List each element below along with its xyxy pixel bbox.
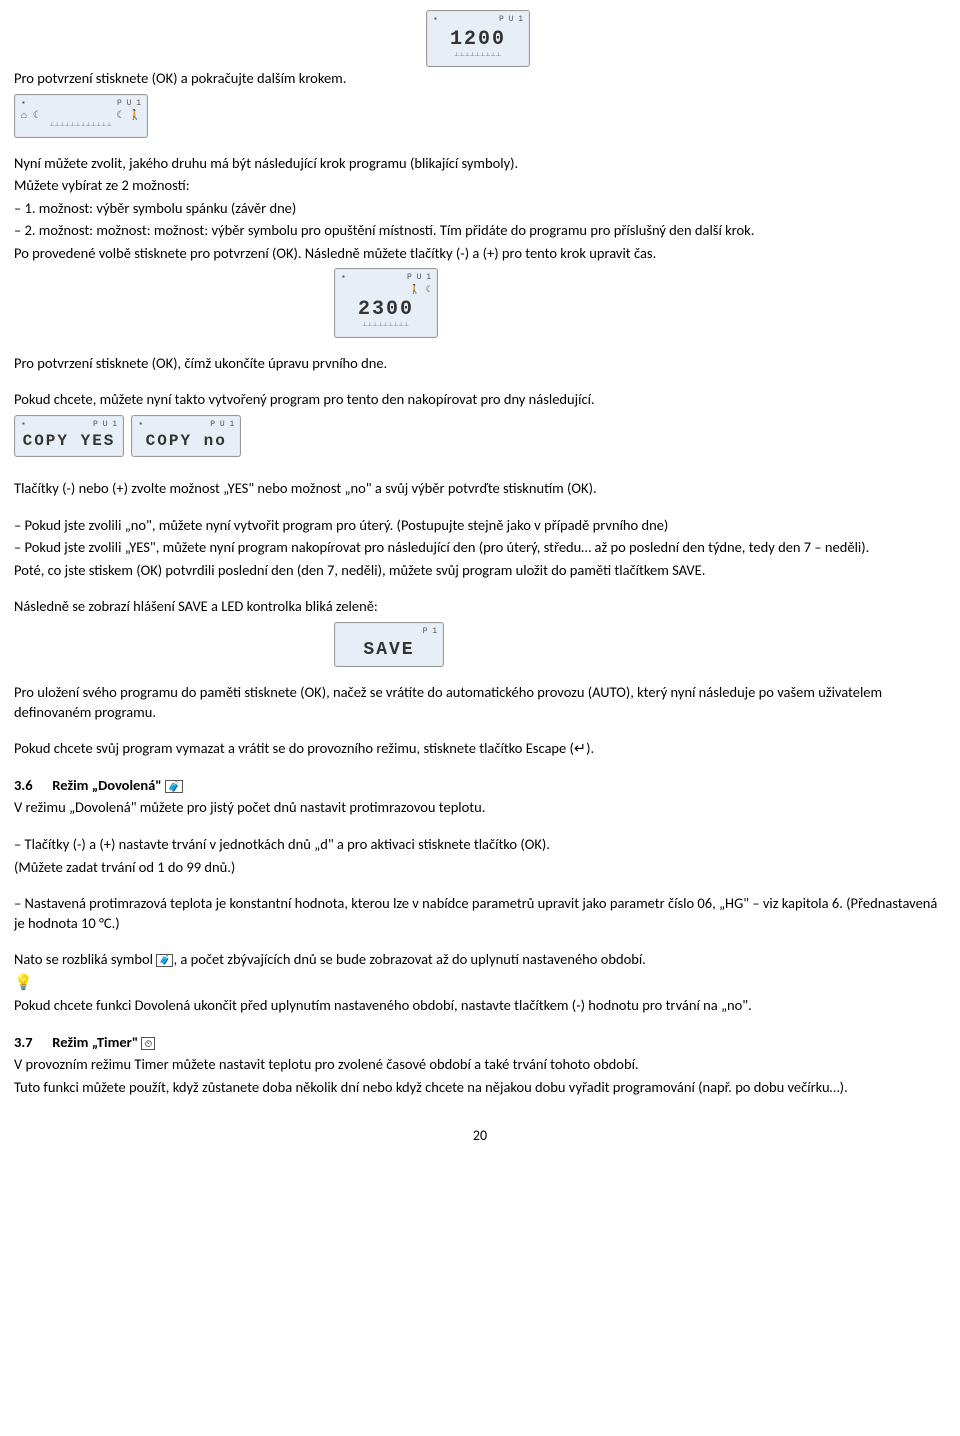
lcd-display-icons: ▪ P U 1 ⌂ ☾ ☾ 🚶 ┴┴┴┴┴┴┴┴┴┴┴┴ <box>14 94 148 138</box>
lcd-value: COPY YES <box>21 431 117 453</box>
lcd-badge: P U 1 <box>117 99 141 110</box>
lcd-badge: P U 1 <box>407 273 431 284</box>
section-number: 3.7 <box>14 1033 33 1051</box>
lcd-badge: P 1 <box>423 627 437 638</box>
lcd-ruler: ┴┴┴┴┴┴┴┴┴ <box>341 323 431 332</box>
text-if-no: – Pokud jste zvolili „no", můžete nyní v… <box>14 516 946 536</box>
lcd-value: COPY no <box>138 431 234 453</box>
lcd-badge: P U 1 <box>499 15 523 26</box>
lcd-group-copy: ▪ P U 1 COPY YES ▪ P U 1 COPY no <box>14 413 946 459</box>
lcd-dot: ▪ <box>21 99 26 110</box>
text-timer-intro: V provozním režimu Timer můžete nastavit… <box>14 1055 946 1075</box>
lcd-ruler: ┴┴┴┴┴┴┴┴┴┴┴┴ <box>21 123 141 132</box>
lcd-dot: ▪ <box>138 420 143 431</box>
text-yes-no-buttons: Tlačítky (-) nebo (+) zvolte možnost „YE… <box>14 479 946 499</box>
text-blink-a: Nato se rozbliká symbol <box>14 950 156 968</box>
lcd-spacer <box>341 627 346 638</box>
timer-icon: ⏲ <box>141 1037 155 1050</box>
text-choose-type: Nyní můžete zvolit, jakého druhu má být … <box>14 154 946 174</box>
text-if-yes: – Pokud jste zvolili „YES", můžete nyní … <box>14 538 946 558</box>
lcd-display-1200: ▪ P U 1 1200 ┴┴┴┴┴┴┴┴┴ <box>426 10 530 67</box>
suitcase-icon: 🧳 <box>156 954 173 967</box>
section-title: Režim „Dovolená" <box>52 776 165 794</box>
lcd-dot: ▪ <box>341 273 346 284</box>
text-save-led: Následně se zobrazí hlášení SAVE a LED k… <box>14 597 946 617</box>
lcd-dot: ▪ <box>21 420 26 431</box>
text-escape: Pokud chcete svůj program vymazat a vrát… <box>14 739 946 759</box>
lcd-icons-right: ☾ 🚶 <box>117 110 141 124</box>
section-3-6-heading: 3.6 Režim „Dovolená" 🧳 <box>14 776 946 796</box>
section-3-7-heading: 3.7 Režim „Timer" ⏲ <box>14 1033 946 1053</box>
suitcase-icon: 🧳 <box>165 780 183 793</box>
lcd-dot: ▪ <box>433 15 438 26</box>
lcd-group-save: P 1 SAVE <box>14 620 946 669</box>
lcd-display-copy-yes: ▪ P U 1 COPY YES <box>14 415 124 457</box>
text-option-1: – 1. možnost: výběr symbolu spánku (závě… <box>14 199 946 219</box>
text-confirm-ok-1: Pro potvrzení stisknete (OK) a pokračujt… <box>14 69 946 89</box>
text-confirm-end-day1: Pro potvrzení stisknete (OK), čímž ukonč… <box>14 354 946 374</box>
text-after-choice: Po provedené volbě stisknete pro potvrze… <box>14 244 946 264</box>
page-number: 20 <box>14 1127 946 1146</box>
lcd-icons-left: ⌂ ☾ <box>21 110 39 124</box>
text-holiday-cancel: Pokud chcete funkci Dovolená ukončit pře… <box>14 996 946 1016</box>
lcd-display-save: P 1 SAVE <box>334 622 444 667</box>
text-blink-b: , a počet zbývajících dnů se bude zobraz… <box>173 950 645 968</box>
text-timer-use: Tuto funkci můžete použít, když zůstanet… <box>14 1078 946 1098</box>
text-save-button: Poté, co jste stiskem (OK) potvrdili pos… <box>14 561 946 581</box>
lcd-value: 2300 <box>341 296 431 323</box>
lcd-group-3: ▪ P U 1 🚶 ☾ 2300 ┴┴┴┴┴┴┴┴┴ <box>14 266 946 339</box>
lcd-value: SAVE <box>341 638 437 662</box>
text-option-2: – 2. možnost: možnost: možnost: výběr sy… <box>14 221 946 241</box>
text-holiday-set-days: – Tlačítky (-) a (+) nastavte trvání v j… <box>14 835 946 855</box>
tip-row: 💡 <box>14 973 946 993</box>
section-title: Režim „Timer" <box>52 1033 141 1051</box>
lcd-display-2300: ▪ P U 1 🚶 ☾ 2300 ┴┴┴┴┴┴┴┴┴ <box>334 268 438 337</box>
text-copy-option: Pokud chcete, můžete nyní takto vytvořen… <box>14 390 946 410</box>
section-number: 3.6 <box>14 776 33 794</box>
text-holiday-intro: V režimu „Dovolená" můžete pro jistý poč… <box>14 798 946 818</box>
text-holiday-blink: Nato se rozbliká symbol 🧳, a počet zbýva… <box>14 950 946 970</box>
lightbulb-icon: 💡 <box>14 974 33 992</box>
lcd-display-copy-no: ▪ P U 1 COPY no <box>131 415 241 457</box>
lcd-badge: P U 1 <box>210 420 234 431</box>
lcd-small-icons: 🚶 ☾ <box>341 284 431 296</box>
lcd-group-2: ▪ P U 1 ⌂ ☾ ☾ 🚶 ┴┴┴┴┴┴┴┴┴┴┴┴ <box>14 92 946 140</box>
lcd-badge: P U 1 <box>93 420 117 431</box>
lcd-group-1: ▪ P U 1 1200 ┴┴┴┴┴┴┴┴┴ <box>14 8 946 69</box>
text-save-ok-auto: Pro uložení svého programu do paměti sti… <box>14 683 946 722</box>
text-holiday-temp: – Nastavená protimrazová teplota je kons… <box>14 894 946 933</box>
lcd-value: 1200 <box>433 26 523 53</box>
text-two-options: Můžete vybírat ze 2 možností: <box>14 176 946 196</box>
lcd-ruler: ┴┴┴┴┴┴┴┴┴ <box>433 53 523 62</box>
text-holiday-range: (Můžete zadat trvání od 1 do 99 dnů.) <box>14 858 946 878</box>
lcd-icon-row: ⌂ ☾ ☾ 🚶 <box>21 110 141 124</box>
